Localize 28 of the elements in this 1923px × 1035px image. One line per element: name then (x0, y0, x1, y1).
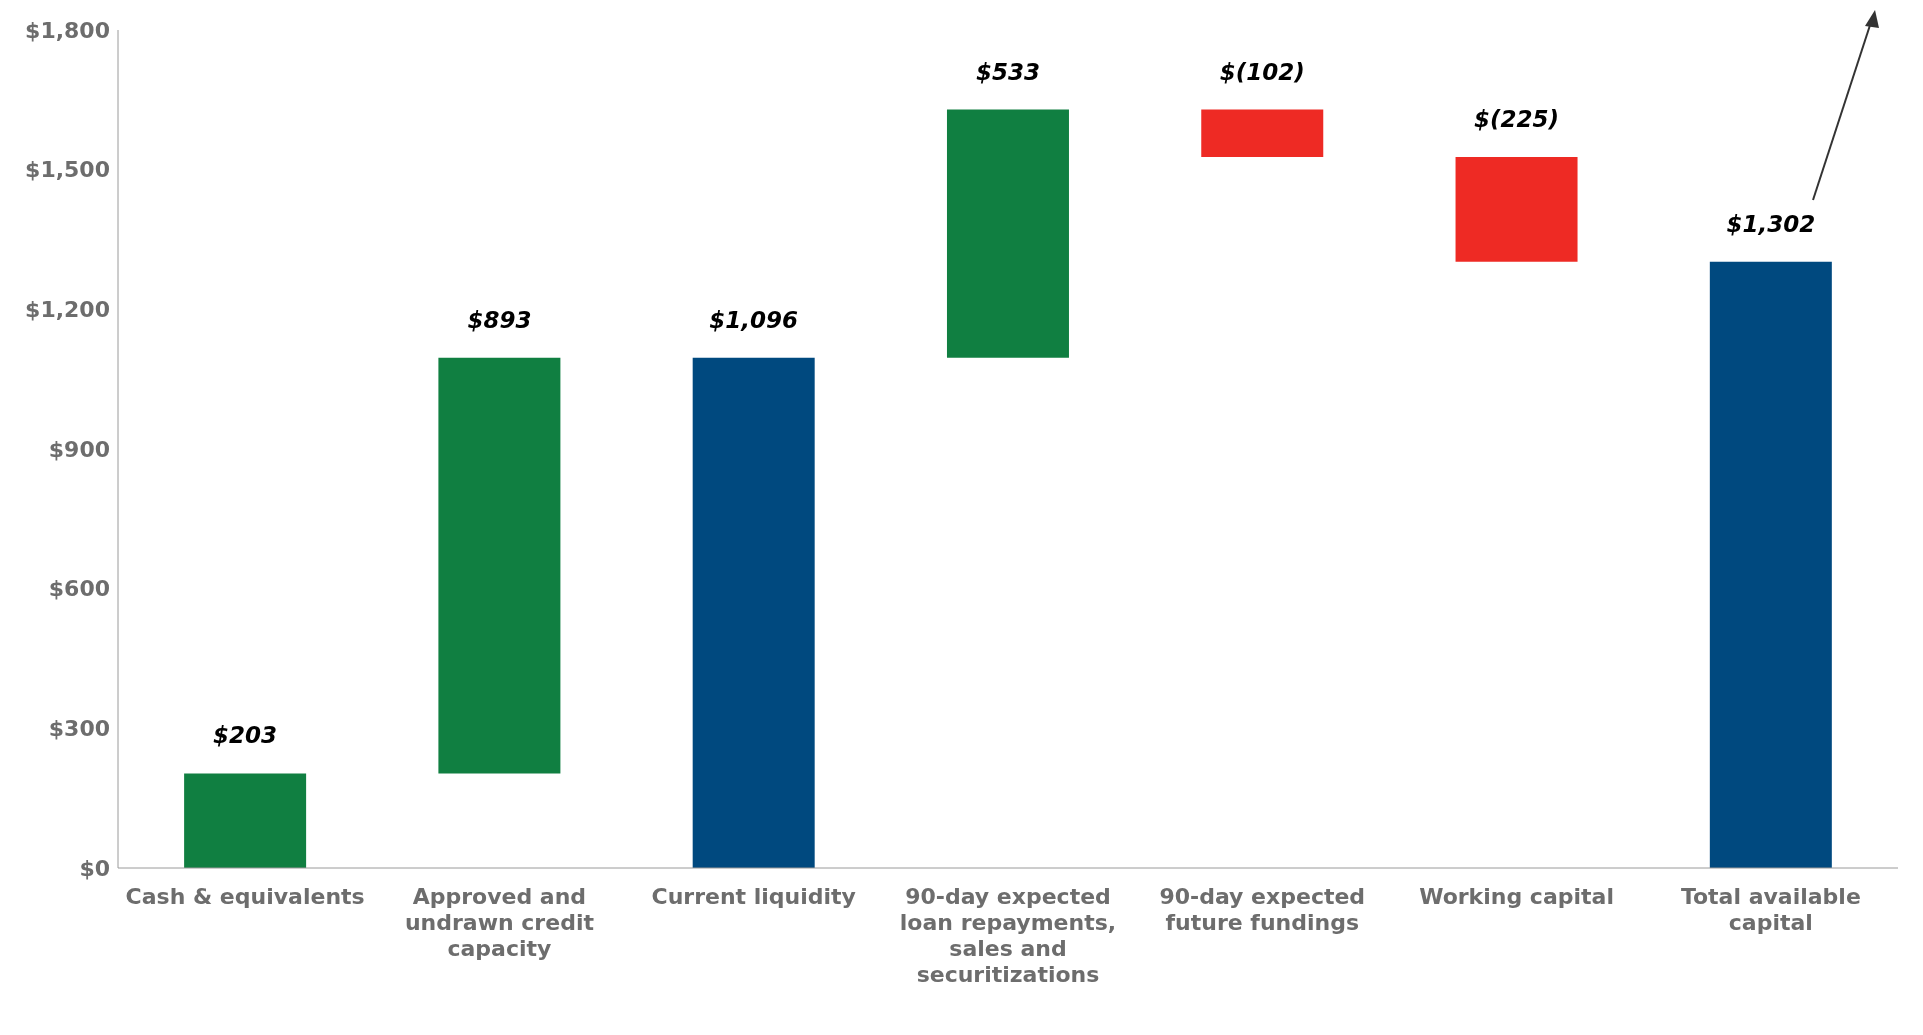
y-tick-label: $300 (48, 716, 110, 742)
data-label: $203 (213, 722, 278, 749)
data-label: $(225) (1474, 106, 1560, 133)
y-tick-label: $1,800 (25, 17, 110, 43)
x-tick-label: 90-day expected loan repayments, sales and securitizations (899, 884, 1117, 987)
x-tick-label: Working capital (1419, 884, 1614, 909)
data-label: $(102) (1219, 58, 1305, 85)
data-label: $1,096 (709, 306, 799, 333)
x-tick-label: Cash & equivalents (125, 884, 365, 909)
y-tick-label: $0 (79, 855, 110, 881)
x-tick-label: Approved and undrawn credit capacity (404, 884, 595, 961)
x-tick-label: Current liquidity (651, 884, 856, 909)
y-tick-label: $1,500 (25, 157, 110, 183)
x-tick-label: Total available capital (1680, 884, 1861, 935)
bar (1201, 109, 1324, 158)
bar (1455, 157, 1578, 262)
bar (1709, 261, 1832, 868)
y-tick-label: $900 (48, 436, 110, 462)
data-label: $1,302 (1726, 210, 1816, 237)
bar (438, 357, 561, 774)
y-tick-label: $1,200 (25, 297, 110, 323)
data-label: $893 (467, 306, 532, 333)
y-tick-label: $600 (48, 576, 110, 602)
bar (946, 109, 1069, 358)
bar (692, 357, 815, 868)
data-label: $533 (975, 58, 1040, 85)
bar (184, 773, 307, 868)
x-tick-label: 90-day expected future fundings (1159, 884, 1366, 935)
